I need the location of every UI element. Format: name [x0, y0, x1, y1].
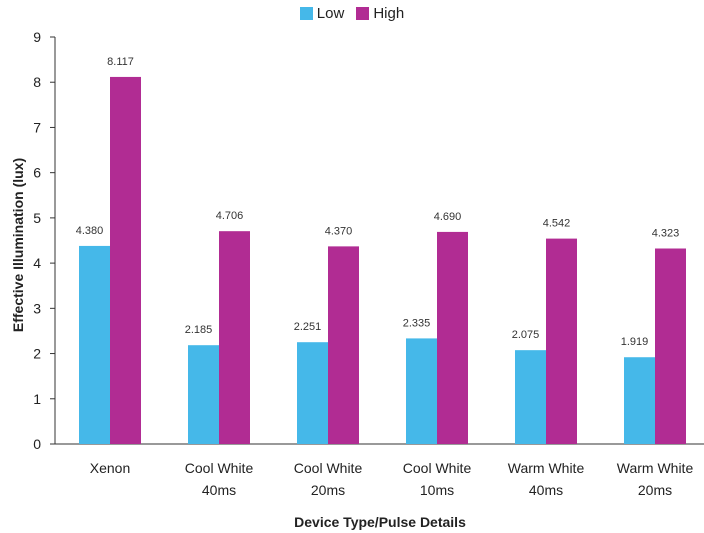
y-tick-label: 9 [33, 29, 41, 45]
data-label-low-5: 1.919 [621, 336, 649, 348]
x-tick-label-3-1: 10ms [420, 482, 454, 498]
x-tick-label-2-1: 20ms [311, 482, 345, 498]
data-label-high-3: 4.690 [434, 211, 462, 223]
data-label-high-5: 4.323 [652, 228, 680, 240]
data-label-high-4: 4.542 [543, 218, 571, 230]
data-label-low-3: 2.335 [403, 317, 431, 329]
bar-high-3 [437, 231, 468, 444]
bar-high-0 [110, 76, 141, 445]
bar-low-4 [515, 350, 546, 444]
data-label-low-2: 2.251 [294, 321, 322, 333]
y-tick-label: 7 [33, 119, 41, 135]
legend-swatch-high [356, 7, 370, 20]
bar-low-3 [406, 338, 437, 444]
legend-label-low: Low [316, 5, 345, 22]
y-tick-label: 1 [33, 391, 41, 407]
data-label-low-1: 2.185 [185, 324, 213, 336]
y-tick-label: 4 [33, 255, 41, 271]
bar-high-4 [546, 238, 577, 444]
data-label-high-1: 4.706 [216, 210, 244, 222]
bar-low-1 [188, 345, 219, 444]
y-tick-label: 0 [33, 436, 41, 452]
legend: Low High [0, 5, 704, 22]
x-axis-title: Device Type/Pulse Details [294, 514, 466, 530]
data-label-high-0: 8.117 [107, 56, 134, 68]
bar-high-5 [655, 248, 686, 444]
bar-low-5 [624, 357, 655, 444]
y-tick-label: 2 [33, 346, 41, 362]
x-tick-label-3-0: Cool White [403, 460, 472, 476]
y-tick-label: 3 [33, 300, 41, 316]
legend-item-high: High [356, 5, 404, 22]
legend-label-high: High [373, 5, 405, 22]
y-tick-label: 5 [33, 210, 41, 226]
x-tick-label-1-1: 40ms [202, 482, 236, 498]
legend-item-low: Low [299, 5, 345, 22]
x-tick-label-2-0: Cool White [294, 460, 363, 476]
data-label-low-0: 4.380 [76, 225, 104, 237]
x-tick-label-5-0: Warm White [617, 460, 694, 476]
bar-high-1 [219, 231, 250, 444]
bar-low-0 [79, 245, 110, 444]
x-tick-label-4-1: 40ms [529, 482, 563, 498]
data-label-low-4: 2.075 [512, 329, 540, 341]
x-tick-label-4-0: Warm White [508, 460, 585, 476]
legend-swatch-low [299, 7, 313, 20]
x-tick-label-0-0: Xenon [90, 460, 130, 476]
data-label-high-2: 4.370 [325, 225, 353, 237]
y-tick-label: 6 [33, 165, 41, 181]
bar-low-2 [297, 342, 328, 444]
x-tick-label-1-0: Cool White [185, 460, 254, 476]
y-tick-label: 8 [33, 74, 41, 90]
bar-high-2 [328, 246, 359, 444]
x-tick-label-5-1: 20ms [638, 482, 672, 498]
